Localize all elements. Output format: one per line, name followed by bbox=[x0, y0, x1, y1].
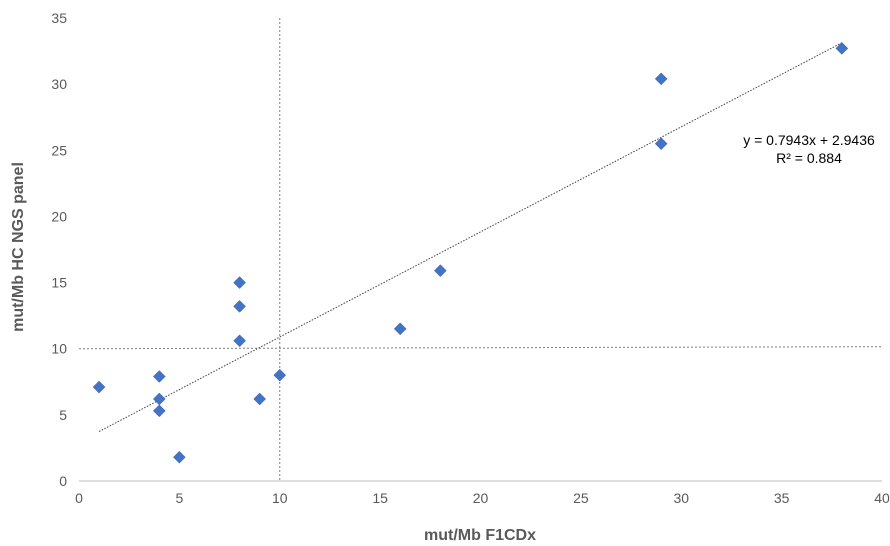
y-tick-label: 5 bbox=[59, 407, 67, 423]
x-tick-label: 30 bbox=[673, 490, 689, 506]
data-point bbox=[173, 450, 186, 464]
y-tick-labels: 0 5 10 15 20 25 30 35 bbox=[51, 10, 67, 489]
x-tick-label: 15 bbox=[372, 490, 388, 506]
trendline bbox=[98, 42, 843, 432]
trendline-r-squared: R² = 0.884 bbox=[776, 150, 842, 166]
y-tick-label: 15 bbox=[51, 275, 67, 291]
data-point bbox=[152, 370, 166, 383]
data-point bbox=[835, 42, 849, 55]
reference-line-horizontal bbox=[78, 346, 883, 350]
data-point bbox=[654, 137, 668, 151]
x-tick-label: 0 bbox=[75, 490, 83, 506]
data-point bbox=[152, 392, 166, 406]
x-tick-labels: 0 5 10 15 20 25 30 35 40 bbox=[75, 490, 890, 506]
data-point bbox=[92, 380, 106, 394]
y-tick-label: 30 bbox=[51, 76, 67, 92]
x-tick-label: 35 bbox=[774, 490, 790, 506]
data-points bbox=[92, 42, 849, 464]
trendline-equation: y = 0.7943x + 2.9436 bbox=[743, 132, 875, 148]
y-tick-label: 35 bbox=[51, 10, 67, 26]
x-tick-label: 10 bbox=[272, 490, 288, 506]
data-point bbox=[233, 334, 246, 348]
y-tick-label: 20 bbox=[51, 208, 67, 224]
data-point bbox=[152, 404, 166, 418]
y-tick-label: 10 bbox=[51, 341, 67, 357]
y-tick-label: 25 bbox=[51, 142, 67, 158]
x-tick-label: 25 bbox=[573, 490, 589, 506]
x-tick-label: 40 bbox=[874, 490, 890, 506]
x-tick-label: 20 bbox=[473, 490, 489, 506]
data-point bbox=[233, 276, 246, 289]
data-point bbox=[393, 322, 407, 336]
y-axis-title: mut/Mb HC NGS panel bbox=[10, 162, 27, 332]
data-point bbox=[433, 264, 447, 278]
reference-lines bbox=[78, 18, 883, 481]
x-tick-label: 5 bbox=[175, 490, 183, 506]
data-point bbox=[233, 300, 246, 313]
data-point bbox=[253, 392, 267, 406]
data-point bbox=[273, 368, 287, 382]
y-tick-label: 0 bbox=[59, 473, 67, 489]
x-axis-title: mut/Mb F1CDx bbox=[424, 527, 536, 544]
data-point bbox=[654, 72, 668, 86]
